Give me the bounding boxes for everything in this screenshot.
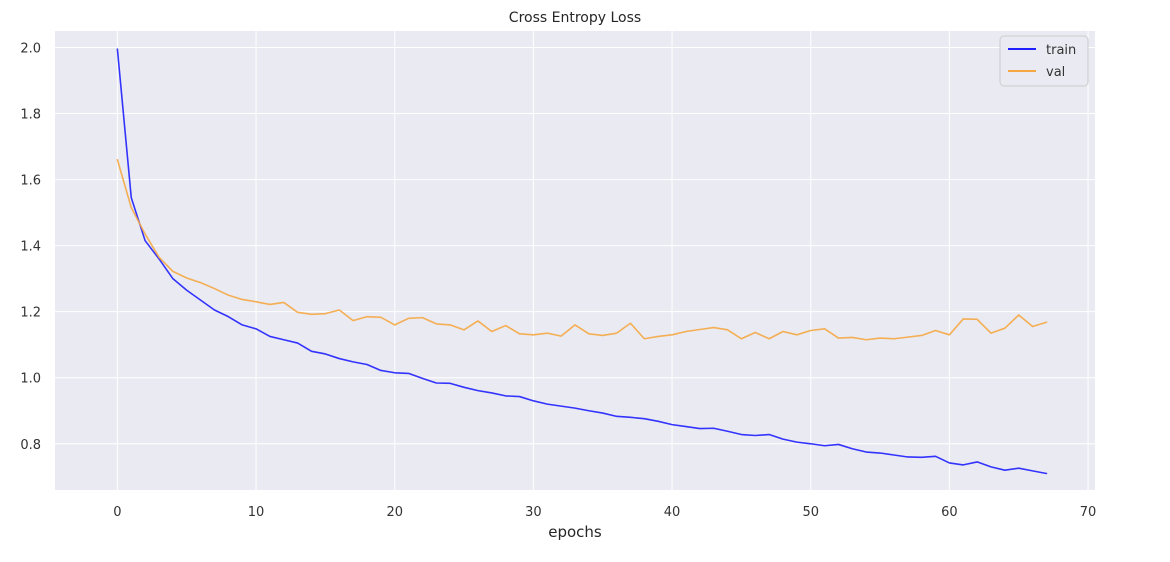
chart-title: Cross Entropy Loss bbox=[509, 10, 641, 26]
series-lines bbox=[116, 48, 1048, 475]
x-tick-label: 50 bbox=[802, 505, 819, 520]
x-tick-label: 70 bbox=[1080, 505, 1097, 520]
tick-labels: 0 10 20 30 40 50 60 70 0.8 1.0 1.2 1.4 1.6 1.8 2.0 bbox=[20, 42, 1096, 520]
series-line-val bbox=[116, 158, 1048, 341]
x-tick-label: 0 bbox=[113, 505, 121, 520]
legend-label-train: train bbox=[1046, 43, 1076, 58]
series-line-train bbox=[116, 48, 1048, 475]
legend-label-val: val bbox=[1046, 65, 1065, 80]
y-tick-label: 0.8 bbox=[20, 438, 41, 453]
x-tick-label: 60 bbox=[941, 505, 958, 520]
x-tick-label: 40 bbox=[664, 505, 681, 520]
y-tick-label: 1.2 bbox=[20, 306, 41, 321]
grid-lines bbox=[55, 31, 1095, 490]
y-tick-label: 1.6 bbox=[20, 174, 41, 189]
y-tick-label: 1.4 bbox=[20, 240, 41, 255]
y-tick-label: 2.0 bbox=[20, 42, 41, 57]
x-tick-label: 30 bbox=[525, 505, 542, 520]
y-tick-label: 1.0 bbox=[20, 372, 41, 387]
x-tick-label: 10 bbox=[248, 505, 265, 520]
x-tick-label: 20 bbox=[386, 505, 403, 520]
x-axis-title: epochs bbox=[548, 523, 602, 541]
y-tick-label: 1.8 bbox=[20, 108, 41, 123]
legend: train val bbox=[999, 35, 1089, 87]
plot-area bbox=[55, 31, 1095, 490]
